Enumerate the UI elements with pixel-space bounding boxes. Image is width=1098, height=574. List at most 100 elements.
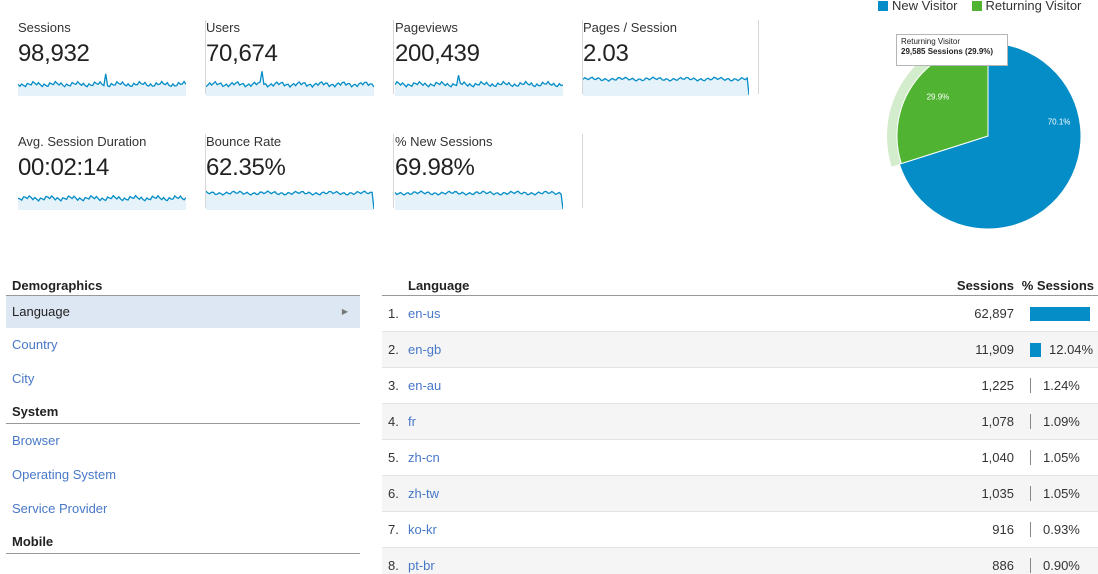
nav-item-browser[interactable]: Browser xyxy=(6,424,360,458)
pct-sessions-value: 1.05% xyxy=(1030,450,1080,465)
metric-label: Pages / Session xyxy=(583,20,677,35)
language-link[interactable]: en-us xyxy=(408,306,441,321)
nav-item-service-provider[interactable]: Service Provider xyxy=(6,492,360,526)
metric-bounce-rate[interactable]: Bounce Rate 62.35% xyxy=(206,134,394,210)
metric-value: 70,674 xyxy=(206,40,278,67)
legend-swatch xyxy=(971,0,982,11)
sessions-value: 1,040 xyxy=(981,450,1014,465)
pct-sessions-value: 12.04% xyxy=(1049,342,1094,357)
table-header: Language Sessions % Sessions xyxy=(382,276,1098,296)
nav-item-language[interactable]: Language ▶ xyxy=(6,296,360,328)
nav-item-label: Country xyxy=(12,337,58,352)
pie-label-returning-visitor: 29.9% xyxy=(927,92,950,101)
language-table: Language Sessions % Sessions 1. en-us 62,8… xyxy=(382,276,1098,574)
row-index: 7. xyxy=(388,522,399,537)
col-header-sessions[interactable]: Sessions xyxy=(956,278,1014,293)
report-nav: Demographics Language ▶ Country City Sys… xyxy=(6,276,360,554)
caret-right-icon: ▶ xyxy=(341,307,348,316)
metric-new-sessions[interactable]: % New Sessions 69.98% xyxy=(395,134,583,210)
table-row: 6. zh-tw 1,035 1.05% xyxy=(382,476,1098,512)
metric-users[interactable]: Users 70,674 xyxy=(206,20,394,96)
pct-sessions-value: 1.09% xyxy=(1030,414,1080,429)
pie-tooltip: Returning Visitor 29,585 Sessions (29.9%… xyxy=(896,34,1008,66)
tooltip-title: Returning Visitor xyxy=(901,37,960,46)
sessions-value: 1,225 xyxy=(981,378,1014,393)
metric-pageviews[interactable]: Pageviews 200,439 xyxy=(395,20,583,96)
visitor-type-pie-chart[interactable]: 29.9% 70.1% xyxy=(880,32,1084,242)
nav-item-operating-system[interactable]: Operating System xyxy=(6,458,360,492)
legend-swatch xyxy=(878,0,888,11)
language-link[interactable]: en-gb xyxy=(408,342,442,357)
sessions-value: 62,897 xyxy=(974,306,1014,321)
sparkline-area xyxy=(206,71,374,96)
sessions-value: 1,078 xyxy=(981,414,1014,429)
row-index: 3. xyxy=(388,378,399,393)
pie-label-new-visitor: 70.1% xyxy=(1048,117,1071,126)
metric-value: 2.03 xyxy=(583,40,629,67)
language-link[interactable]: zh-tw xyxy=(408,486,440,501)
metric-avg-session-duration[interactable]: Avg. Session Duration 00:02:14 xyxy=(18,134,206,210)
sparkline-line xyxy=(206,71,374,89)
metric-label: Avg. Session Duration xyxy=(18,134,147,149)
sparkline-line xyxy=(18,194,186,203)
row-index: 4. xyxy=(388,414,399,429)
table-row: 2. en-gb 11,909 12.04% xyxy=(382,332,1098,368)
metric-pages-per-session[interactable]: Pages / Session 2.03 xyxy=(583,20,759,96)
nav-item-label: Language xyxy=(12,304,70,319)
sparkline-line xyxy=(206,190,374,210)
legend-item-new-visitor[interactable]: New Visitor xyxy=(878,0,958,13)
metric-sessions[interactable]: Sessions 98,932 xyxy=(18,20,206,96)
sparkline-area xyxy=(18,195,186,210)
table-row: 3. en-au 1,225 1.24% xyxy=(382,368,1098,404)
sparkline xyxy=(206,190,374,210)
row-index: 6. xyxy=(388,486,399,501)
sessions-share-bar xyxy=(1030,343,1041,357)
sparkline-area xyxy=(206,191,374,210)
sparkline-line xyxy=(395,190,563,210)
nav-item-label: Service Provider xyxy=(12,501,108,516)
metric-value: 62.35% xyxy=(206,154,286,181)
metric-label: Pageviews xyxy=(395,20,458,35)
table-row: 1. en-us 62,897 xyxy=(382,296,1098,332)
sparkline xyxy=(395,75,563,96)
nav-header-mobile: Mobile xyxy=(6,530,360,554)
nav-item-country[interactable]: Country xyxy=(6,328,360,362)
tooltip-body: 29,585 Sessions (29.9%) xyxy=(901,47,994,56)
sparkline xyxy=(206,71,374,96)
nav-item-label: Browser xyxy=(12,433,60,448)
row-index: 1. xyxy=(388,306,399,321)
col-header-pct-sessions[interactable]: % Sessions xyxy=(1021,278,1094,293)
sessions-share-bar xyxy=(1030,307,1090,321)
language-link[interactable]: fr xyxy=(408,414,416,429)
language-link[interactable]: pt-br xyxy=(408,558,435,573)
nav-item-label: City xyxy=(12,371,35,386)
table-row: 8. pt-br 886 0.90% xyxy=(382,548,1098,574)
metric-label: Users xyxy=(206,20,240,35)
pct-sessions-value: 1.05% xyxy=(1030,486,1080,501)
sessions-value: 916 xyxy=(992,522,1014,537)
language-link[interactable]: ko-kr xyxy=(408,522,437,537)
pct-sessions-value: 0.90% xyxy=(1030,558,1080,573)
legend-label: Returning Visitor xyxy=(985,0,1082,13)
sparkline xyxy=(583,76,749,96)
nav-item-city[interactable]: City xyxy=(6,362,360,396)
sparkline xyxy=(18,194,186,210)
col-header-language: Language xyxy=(408,278,470,293)
metric-value: 69.98% xyxy=(395,154,475,181)
table-row: 5. zh-cn 1,040 1.05% xyxy=(382,440,1098,476)
pie-slice-new-visitor xyxy=(898,42,1082,230)
metric-value: 98,932 xyxy=(18,40,90,67)
metric-label: Bounce Rate xyxy=(206,134,282,149)
table-row: 4. fr 1,078 1.09% xyxy=(382,404,1098,440)
legend-item-returning-visitor[interactable]: Returning Visitor xyxy=(971,0,1082,13)
sparkline xyxy=(395,190,563,210)
table-body: 1. en-us 62,897 2. en-gb 11,909 12.04% 3. en-au 1… xyxy=(382,296,1098,574)
sessions-value: 886 xyxy=(992,558,1014,573)
language-link[interactable]: en-au xyxy=(408,378,442,393)
sparkline-area xyxy=(583,77,749,96)
sessions-value: 1,035 xyxy=(981,486,1014,501)
sessions-value: 11,909 xyxy=(975,342,1014,357)
metric-label: Sessions xyxy=(18,20,71,35)
pct-sessions-value: 0.93% xyxy=(1030,522,1080,537)
language-link[interactable]: zh-cn xyxy=(408,450,440,465)
